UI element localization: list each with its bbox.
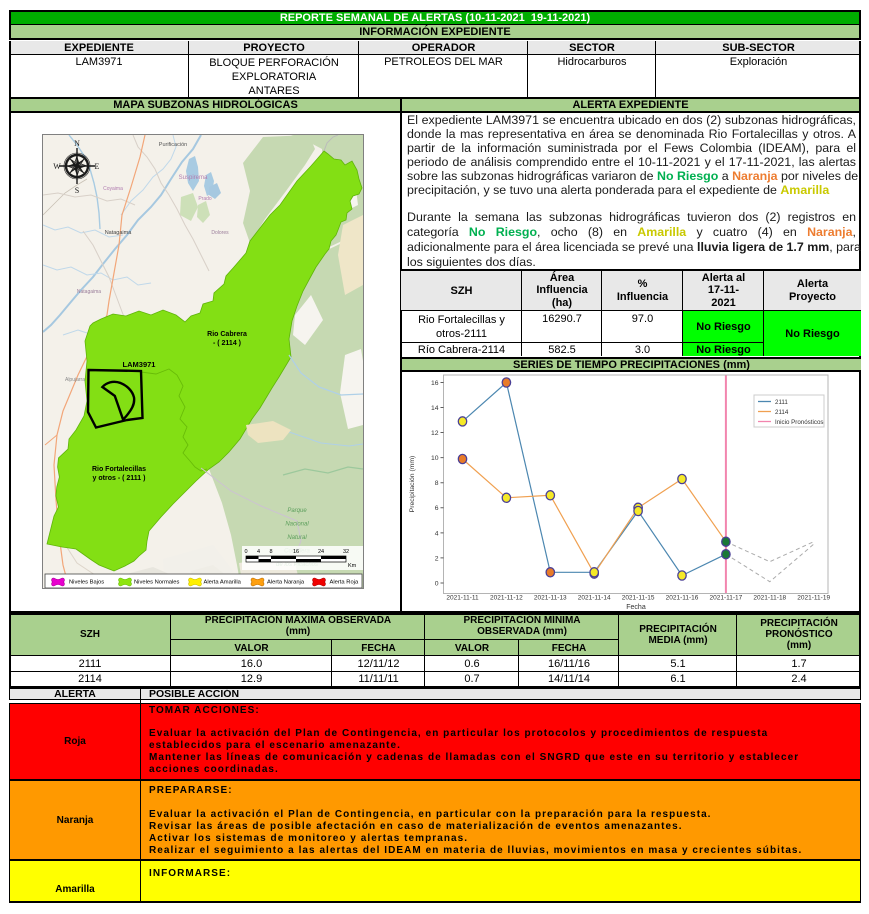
svg-text:2021-11-15: 2021-11-15 — [622, 595, 655, 602]
svg-text:- ( 2114 ): - ( 2114 ) — [213, 340, 241, 347]
svg-text:S: S — [75, 186, 79, 195]
svg-text:0: 0 — [435, 580, 439, 587]
svg-text:2021-11-19: 2021-11-19 — [797, 595, 830, 602]
svg-text:W: W — [53, 162, 61, 171]
svg-text:Prado: Prado — [198, 196, 212, 202]
svg-text:Nacional: Nacional — [285, 522, 309, 528]
svg-text:Suspirema: Suspirema — [179, 175, 208, 181]
svg-text:2: 2 — [435, 555, 439, 562]
svg-text:Purificación: Purificación — [159, 142, 187, 148]
svg-text:10: 10 — [431, 455, 439, 462]
svg-text:2021-11-13: 2021-11-13 — [534, 595, 567, 602]
svg-text:4: 4 — [257, 549, 260, 555]
svg-text:Inicio Pronósticos: Inicio Pronósticos — [775, 419, 824, 426]
svg-text:4: 4 — [435, 530, 439, 537]
svg-text:Rio Cabrera: Rio Cabrera — [207, 331, 247, 338]
svg-text:Alpujarra: Alpujarra — [65, 377, 85, 383]
svg-text:Rio Fortalecillas: Rio Fortalecillas — [92, 466, 146, 473]
svg-text:Coyaima: Coyaima — [103, 186, 123, 192]
svg-text:Natural: Natural — [287, 535, 307, 541]
svg-text:Alerta Naranja: Alerta Naranja — [267, 579, 305, 585]
svg-text:Natagaima: Natagaima — [105, 230, 133, 236]
svg-text:2021-11-11: 2021-11-11 — [446, 595, 479, 602]
svg-text:6: 6 — [435, 505, 439, 512]
svg-text:y otros - ( 2111 ): y otros - ( 2111 ) — [93, 475, 146, 482]
svg-text:Natagaima: Natagaima — [77, 289, 101, 295]
svg-text:2111: 2111 — [775, 399, 788, 406]
svg-text:LAM3971: LAM3971 — [123, 360, 156, 369]
svg-text:2021-11-12: 2021-11-12 — [490, 595, 523, 602]
svg-text:12: 12 — [431, 430, 439, 437]
svg-text:8: 8 — [435, 480, 439, 487]
svg-text:16: 16 — [431, 380, 439, 387]
svg-text:Niveles Normales: Niveles Normales — [134, 579, 180, 585]
svg-text:32: 32 — [343, 549, 349, 555]
svg-text:Fecha: Fecha — [626, 604, 646, 611]
svg-text:14: 14 — [431, 405, 439, 412]
svg-text:E: E — [95, 162, 100, 171]
svg-text:8: 8 — [269, 549, 272, 555]
svg-text:2114: 2114 — [775, 409, 789, 416]
svg-text:Km: Km — [348, 563, 357, 569]
svg-text:2021-11-16: 2021-11-16 — [666, 595, 699, 602]
svg-text:2021-11-14: 2021-11-14 — [578, 595, 611, 602]
svg-text:16: 16 — [293, 549, 299, 555]
svg-text:24: 24 — [318, 549, 324, 555]
svg-text:Alerta Amarilla: Alerta Amarilla — [204, 579, 242, 585]
svg-text:Precipitación (mm): Precipitación (mm) — [409, 456, 416, 513]
svg-text:0: 0 — [244, 549, 247, 555]
svg-text:Dolores: Dolores — [211, 230, 229, 236]
svg-text:Parque: Parque — [287, 508, 307, 514]
svg-text:2021-11-17: 2021-11-17 — [710, 595, 743, 602]
svg-text:N: N — [74, 139, 80, 148]
svg-text:Niveles Bajos: Niveles Bajos — [69, 579, 104, 585]
svg-text:Alerta Roja: Alerta Roja — [330, 579, 359, 585]
svg-text:2021-11-18: 2021-11-18 — [753, 595, 786, 602]
